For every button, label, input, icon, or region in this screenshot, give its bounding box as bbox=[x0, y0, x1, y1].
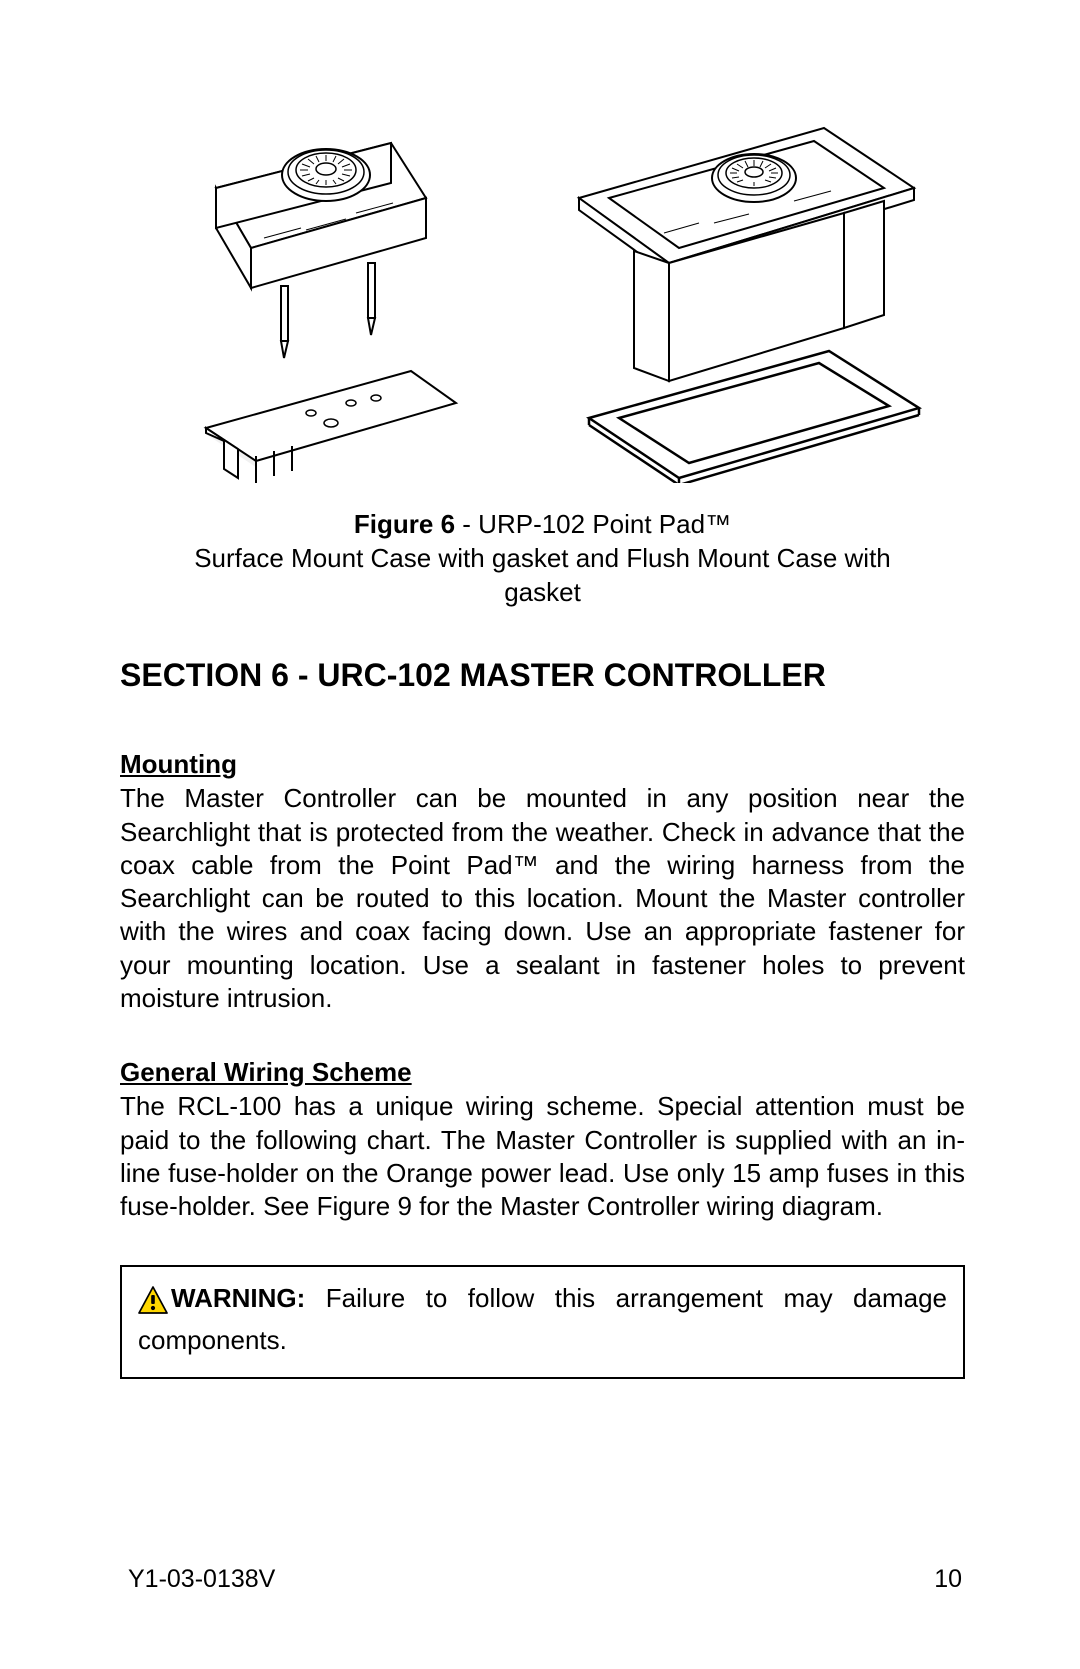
figure-caption: Figure 6 - URP-102 Point Pad™ Surface Mo… bbox=[120, 508, 965, 609]
warning-box: WARNING: Failure to follow this arrangem… bbox=[120, 1265, 965, 1378]
flush-mount-diagram bbox=[539, 83, 939, 483]
footer-left: Y1-03-0138V bbox=[128, 1565, 275, 1594]
footer: Y1-03-0138V 10 bbox=[128, 1565, 962, 1594]
mounting-heading: Mounting bbox=[120, 749, 965, 780]
figure-caption-line2: Surface Mount Case with gasket and Flush… bbox=[120, 542, 965, 576]
surface-mount-diagram bbox=[146, 83, 486, 483]
warning-icon bbox=[138, 1286, 168, 1323]
figure-row bbox=[120, 75, 965, 490]
wiring-body: The RCL-100 has a unique wiring scheme. … bbox=[120, 1090, 965, 1223]
mounting-body: The Master Controller can be mounted in … bbox=[120, 782, 965, 1015]
section-title: SECTION 6 - URC-102 MASTER CONTROLLER bbox=[120, 657, 965, 694]
figure-caption-line3: gasket bbox=[120, 576, 965, 610]
warning-label: WARNING: bbox=[171, 1283, 305, 1313]
figure-label: Figure 6 bbox=[354, 509, 455, 539]
wiring-heading: General Wiring Scheme bbox=[120, 1057, 965, 1088]
footer-right: 10 bbox=[934, 1565, 962, 1594]
figure-title-rest: - URP-102 Point Pad™ bbox=[455, 509, 731, 539]
